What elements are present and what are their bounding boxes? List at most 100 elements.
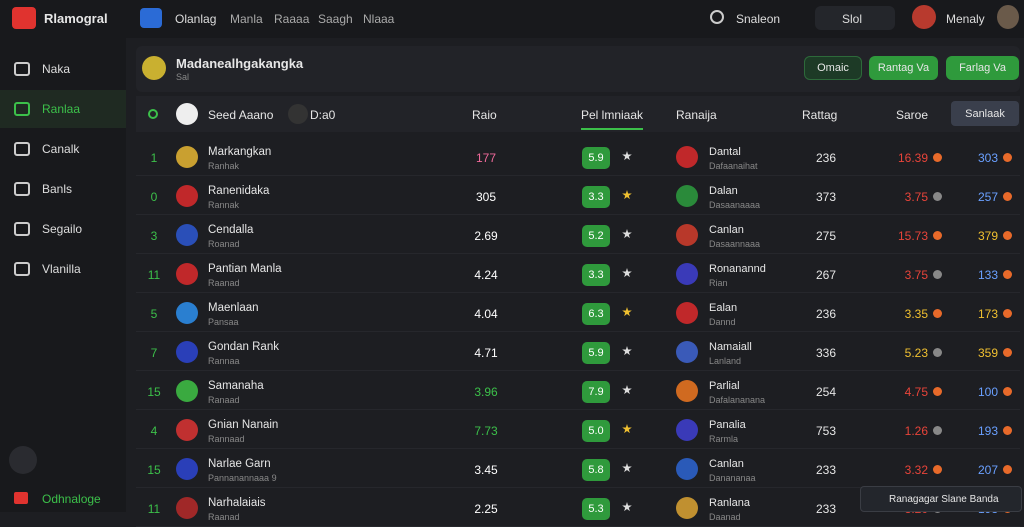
nav-item[interactable]: Saagh	[318, 12, 353, 26]
score-pill: 5.9	[582, 342, 610, 364]
column-header[interactable]: Raio	[472, 108, 497, 122]
rank: 4	[150, 424, 158, 438]
score-pill: 5.8	[582, 459, 610, 481]
rating: 267	[815, 268, 837, 282]
odds-dot	[933, 231, 942, 240]
sidebar-label: Segailo	[42, 222, 83, 236]
sidebar-item[interactable]: Naka	[0, 50, 126, 88]
last-dot	[1003, 348, 1012, 357]
button[interactable]: Omaic	[804, 56, 862, 80]
avatar[interactable]	[997, 5, 1019, 29]
help-button[interactable]	[9, 446, 37, 474]
avatar[interactable]	[912, 5, 936, 29]
table-row[interactable]: 4 Gnian Nanain Rannaad 7.73 5.0 Panalia Rarmla…	[136, 411, 1020, 449]
rank: 15	[147, 385, 161, 399]
nav-item[interactable]: Nlaaa	[363, 12, 395, 26]
search-text: Slol	[842, 12, 863, 26]
team-badge	[176, 263, 198, 285]
odds: 3.35	[904, 307, 928, 321]
score-pill: 6.3	[582, 303, 610, 325]
team-sub: Raanad	[208, 278, 240, 288]
team-name: Ranenidaka	[208, 185, 270, 197]
top-bar: Rlamogral Olanlag Manla Raaaa Saagh Nlaa…	[0, 0, 1024, 38]
table-row[interactable]: 15 Narlae Garn Pannanannaaa 9 3.45 5.8 Canlan…	[136, 450, 1020, 488]
team-sub: Rannak	[208, 200, 240, 210]
nav-icon[interactable]	[140, 8, 162, 28]
sidebar-icon	[14, 182, 30, 196]
table-row[interactable]: 3 Cendalla Roanad 2.69 5.2 Canlan Dasaannaaa 27…	[136, 216, 1020, 254]
header-icon	[142, 56, 166, 80]
team-badge	[176, 302, 198, 324]
odds-dot	[933, 153, 942, 162]
footer-icon	[14, 492, 28, 504]
sidebar-item[interactable]: Canalk	[0, 130, 126, 168]
sidebar-item[interactable]: Banls	[0, 170, 126, 208]
last: 379	[977, 229, 998, 243]
last-dot	[1003, 465, 1012, 474]
sidebar: Naka Ranlaa Canalk Banls Segailo Vlanilla Odhn…	[0, 38, 126, 512]
table-row[interactable]: 15 Samanaha Ranaad 3.96 7.9 Parlial Dafalanana…	[136, 372, 1020, 410]
sidebar-label: Vlanilla	[42, 262, 81, 276]
status[interactable]: Snaleon	[736, 12, 781, 26]
opponent-sub: Dasaanaaaa	[709, 200, 761, 210]
team-name: Markangkan	[208, 146, 272, 158]
column-header[interactable]: Pel lmniaak	[581, 108, 644, 130]
table-body: 1 Markangkan Ranhak 177 5.9 Dantal Dafaanaihat…	[136, 138, 1020, 527]
value: 3.96	[474, 385, 498, 399]
nav-item[interactable]: Manla	[230, 12, 263, 26]
button[interactable]: Farlag Va	[946, 56, 1019, 80]
score-pill: 3.3	[582, 264, 610, 286]
table-row[interactable]: 7 Gondan Rank Rannaa 4.71 5.9 Namaiall Lanland…	[136, 333, 1020, 371]
rank: 15	[147, 463, 161, 477]
sidebar-item[interactable]: Vlanilla	[0, 250, 126, 288]
column-header[interactable]: Ranaija	[676, 108, 717, 122]
team-sub: Raanad	[208, 512, 240, 522]
opponent-sub: Dasaannaaa	[709, 239, 761, 249]
sidebar-footer[interactable]: Odhnaloge	[42, 492, 101, 506]
team-name: Pantian Manla	[208, 263, 282, 275]
opponent-name: Canlan	[709, 458, 744, 470]
opponent-name: Parlial	[709, 380, 740, 392]
score-pill: 7.9	[582, 381, 610, 403]
rating: 233	[815, 502, 837, 516]
star-icon	[622, 424, 632, 434]
star-icon	[622, 502, 632, 512]
user-name[interactable]: Menaly	[946, 12, 985, 26]
last-dot	[1003, 270, 1012, 279]
column-header[interactable]: Rattag	[802, 108, 838, 122]
opponent-name: Canlan	[709, 224, 744, 236]
star-icon	[622, 229, 632, 239]
sidebar-item[interactable]: Ranlaa	[0, 90, 126, 128]
rating: 254	[815, 385, 837, 399]
table-row[interactable]: 0 Ranenidaka Rannak 305 3.3 Dalan Dasaanaaaa 37…	[136, 177, 1020, 215]
select-all[interactable]	[148, 109, 158, 119]
table-row[interactable]: 11 Pantian Manla Raanad 4.24 3.3 Ronanannd Ria…	[136, 255, 1020, 293]
column-header[interactable]: D:a0	[310, 108, 336, 122]
table-row[interactable]: 1 Markangkan Ranhak 177 5.9 Dantal Dafaanaihat…	[136, 138, 1020, 176]
last: 133	[977, 268, 998, 282]
team-name: Gnian Nanain	[208, 419, 279, 431]
sidebar-label: Ranlaa	[42, 102, 81, 116]
team-name: Samanaha	[208, 380, 264, 392]
button[interactable]: Rantag Va	[869, 56, 938, 80]
rank: 11	[147, 268, 161, 282]
column-header[interactable]: Seed Aaano	[208, 108, 274, 122]
team-badge	[176, 458, 198, 480]
sidebar-icon	[14, 102, 30, 116]
search-box[interactable]	[815, 6, 895, 30]
sidebar-item[interactable]: Segailo	[0, 210, 126, 248]
opponent-sub: Danananaa	[709, 473, 756, 483]
value: 305	[475, 190, 497, 204]
sidebar-icon	[14, 142, 30, 156]
nav-item[interactable]: Raaaa	[274, 12, 310, 26]
last-dot	[1003, 153, 1012, 162]
odds: 4.75	[904, 385, 928, 399]
rating: 753	[815, 424, 837, 438]
column-header[interactable]: Saroe	[896, 108, 929, 122]
nav-item[interactable]: Olanlag	[175, 12, 217, 26]
toast[interactable]: Ranagagar Slane Banda	[860, 486, 1022, 512]
table-row[interactable]: 5 Maenlaan Pansaa 4.04 6.3 Ealan Dannd 236 3.35 1…	[136, 294, 1020, 332]
column-header[interactable]: Sanlaak	[951, 101, 1019, 126]
star-icon	[622, 268, 632, 278]
rating: 236	[815, 151, 837, 165]
